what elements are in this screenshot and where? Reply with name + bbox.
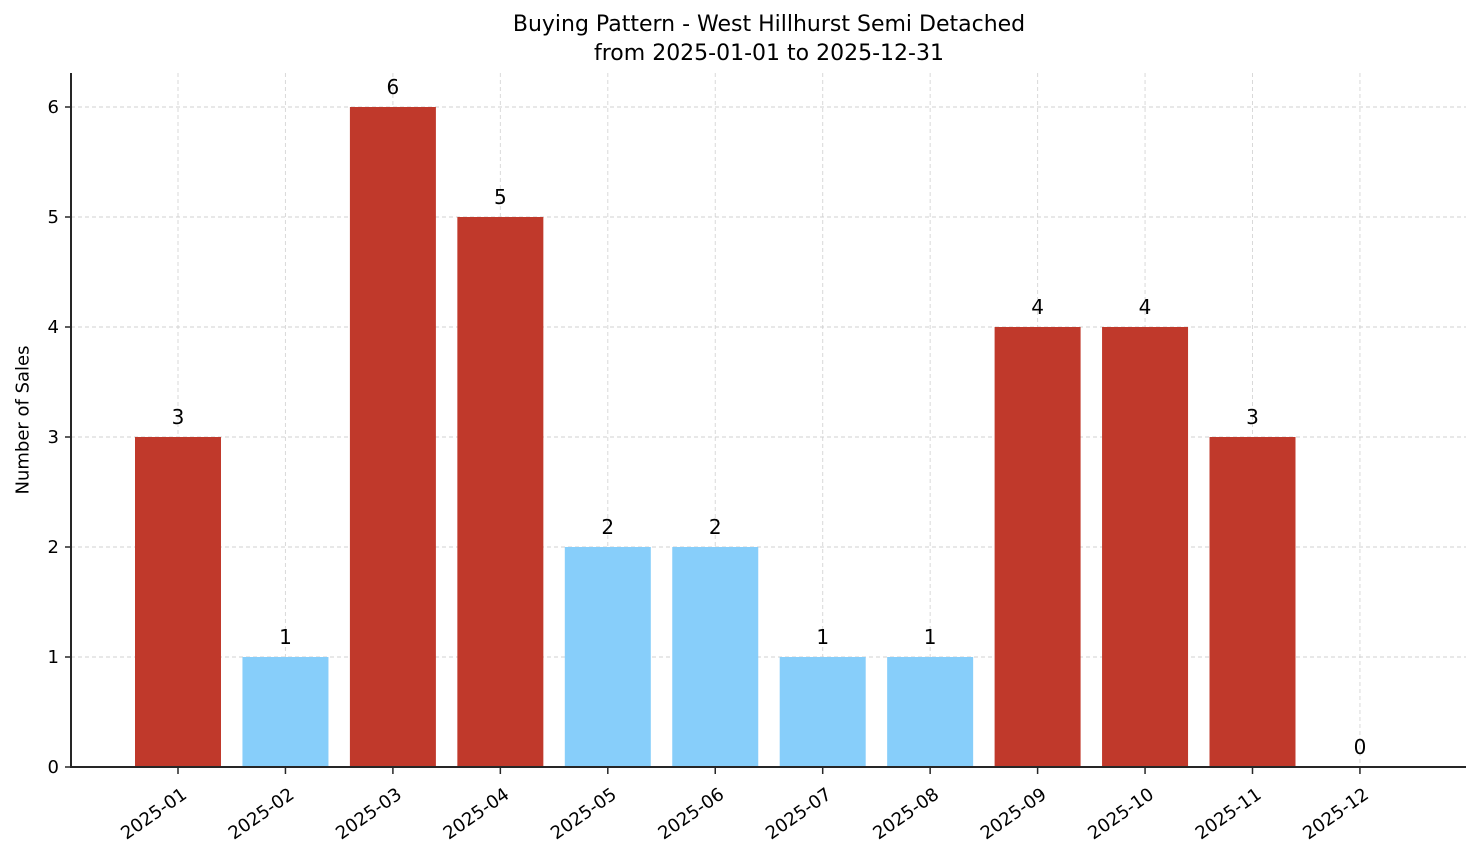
bar <box>564 547 651 767</box>
x-tick-label: 2025-06 <box>654 784 728 844</box>
bar-value-label: 0 <box>1354 735 1367 759</box>
bars <box>135 107 1296 767</box>
chart-title-main: Buying Pattern - West Hillhurst Semi Det… <box>512 12 1026 37</box>
bar <box>672 547 759 767</box>
data-labels: 3 1 6 5 2 2 1 1 4 4 3 0 <box>172 75 1367 759</box>
x-tick-label: 2025-11 <box>1192 784 1266 844</box>
bar-value-label: 1 <box>924 625 937 649</box>
chart-title: Buying Pattern - West Hillhurst Semi Det… <box>0 10 1481 68</box>
y-tick-label: 2 <box>48 537 59 558</box>
bar-value-label: 5 <box>494 185 507 209</box>
x-tick-label: 2025-02 <box>225 784 299 844</box>
bar-value-label: 1 <box>816 625 829 649</box>
bar-value-label: 2 <box>601 515 614 539</box>
bar-value-label: 4 <box>1031 295 1044 319</box>
y-tick-label: 6 <box>48 97 59 118</box>
x-tick-label: 2025-09 <box>977 784 1051 844</box>
bar <box>1209 437 1296 767</box>
bar <box>349 107 436 767</box>
y-tick-label: 5 <box>48 207 59 228</box>
y-tick-label: 1 <box>48 647 59 668</box>
chart-subtitle: from 2025-01-01 to 2025-12-31 <box>594 41 944 66</box>
x-tick-label: 2025-05 <box>547 784 621 844</box>
bar <box>994 327 1081 767</box>
y-tick-label: 4 <box>48 317 59 338</box>
bar <box>1102 327 1189 767</box>
x-tick-label: 2025-03 <box>332 784 406 844</box>
bar-value-label: 3 <box>1246 405 1259 429</box>
bar-value-label: 2 <box>709 515 722 539</box>
bar-value-label: 6 <box>387 75 400 99</box>
x-tick-label: 2025-10 <box>1084 784 1158 844</box>
bar-value-label: 3 <box>172 405 185 429</box>
bar <box>779 657 866 767</box>
bar-value-label: 4 <box>1139 295 1152 319</box>
x-tick-label: 2025-12 <box>1299 784 1373 844</box>
x-tick-label: 2025-08 <box>869 784 943 844</box>
bar-value-label: 1 <box>279 625 292 649</box>
y-tick-label: 0 <box>48 757 59 778</box>
x-tick-label: 2025-04 <box>440 784 514 844</box>
x-tick-label: 2025-07 <box>762 784 836 844</box>
bar <box>135 437 221 767</box>
bar <box>242 657 329 767</box>
bar <box>887 657 974 767</box>
bar <box>457 217 544 767</box>
x-tick-label: 2025-01 <box>117 784 191 844</box>
y-tick-label: 3 <box>48 427 59 448</box>
